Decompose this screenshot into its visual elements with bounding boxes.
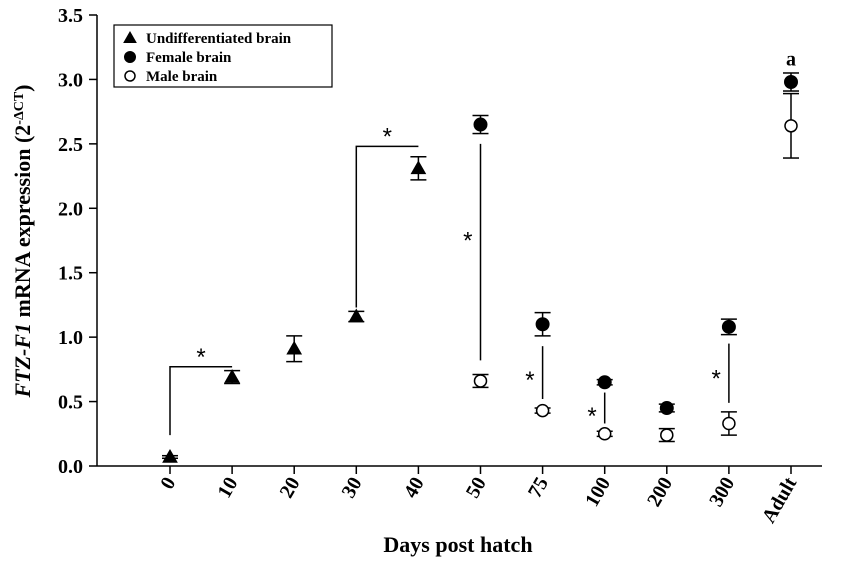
triangle-point xyxy=(410,160,427,175)
open-circle-point xyxy=(660,428,674,442)
significance-bracket xyxy=(355,145,419,308)
filled-circle-point xyxy=(784,75,798,90)
filled-circle-point xyxy=(535,317,550,332)
y-tick-label: 2.5 xyxy=(58,134,83,156)
x-tick-label: Adult xyxy=(758,473,802,527)
x-tick-label: 100 xyxy=(581,474,615,511)
significance-asterisk: * xyxy=(525,367,534,394)
legend-triangle-marker xyxy=(123,30,137,43)
filled-circle-point xyxy=(473,117,488,132)
x-tick-label: 10 xyxy=(213,474,242,502)
y-axis-title-text: mRNA expression (2 xyxy=(10,125,35,323)
annotation-letter: a xyxy=(786,48,796,70)
filled-circle-point xyxy=(597,375,612,390)
x-tick-label: 0 xyxy=(156,474,180,494)
x-axis-title: Days post hatch xyxy=(383,532,532,557)
x-tick-label: 20 xyxy=(275,474,304,502)
x-tick-label: 300 xyxy=(705,474,739,511)
y-axis-title-close: ) xyxy=(10,85,35,92)
x-tick-label: 40 xyxy=(400,474,429,502)
open-circle-point xyxy=(722,416,736,431)
open-circle-point xyxy=(473,374,488,388)
legend: Undifferentiated brain Female brain Male b… xyxy=(113,24,333,88)
y-tick-label: 2.0 xyxy=(58,198,83,220)
y-tick-label: 0.5 xyxy=(58,392,83,414)
y-tick-label: 0.0 xyxy=(58,456,83,478)
open-circle-point xyxy=(784,119,798,133)
x-tick-label: 75 xyxy=(524,474,553,502)
legend-box xyxy=(113,24,333,88)
open-circle-point xyxy=(535,403,550,418)
triangle-point xyxy=(286,340,303,355)
legend-open-circle-marker xyxy=(124,70,136,82)
legend-filled-circle-marker xyxy=(124,51,136,63)
filled-circle-point xyxy=(721,319,736,334)
data-points xyxy=(162,75,798,463)
y-axis-title: FTZ-F1 mRNA expression (2-ΔCT) xyxy=(10,85,35,399)
y-tick-label: 1.0 xyxy=(58,327,83,349)
y-tick-label: 1.5 xyxy=(58,263,83,285)
x-tick-label: 200 xyxy=(643,474,677,511)
filled-circle-point xyxy=(659,401,674,416)
y-tick-label: 3.5 xyxy=(58,5,83,27)
triangle-point xyxy=(162,448,178,463)
legend-label: Male brain xyxy=(146,69,218,85)
significance-asterisk: * xyxy=(587,403,596,430)
legend-label: Female brain xyxy=(146,50,232,66)
triangle-point xyxy=(224,369,240,383)
legend-label: Undifferentiated brain xyxy=(146,31,292,47)
open-circle-point xyxy=(597,427,612,441)
y-axis-title-superscript: -ΔCT xyxy=(12,91,27,125)
y-tick-label: 3.0 xyxy=(58,69,83,91)
x-tick-label: 30 xyxy=(338,474,367,502)
significance-asterisk: * xyxy=(196,344,205,371)
significance-bracket xyxy=(169,366,233,436)
x-tick-label: 50 xyxy=(462,474,491,502)
significance-asterisk: * xyxy=(383,123,392,150)
significance-asterisk: * xyxy=(463,228,472,255)
significance-markers: * * * * * * a xyxy=(169,48,796,436)
y-axis-title-gene: FTZ-F1 xyxy=(10,323,35,399)
significance-asterisk: * xyxy=(712,366,721,393)
triangle-point xyxy=(348,308,365,323)
